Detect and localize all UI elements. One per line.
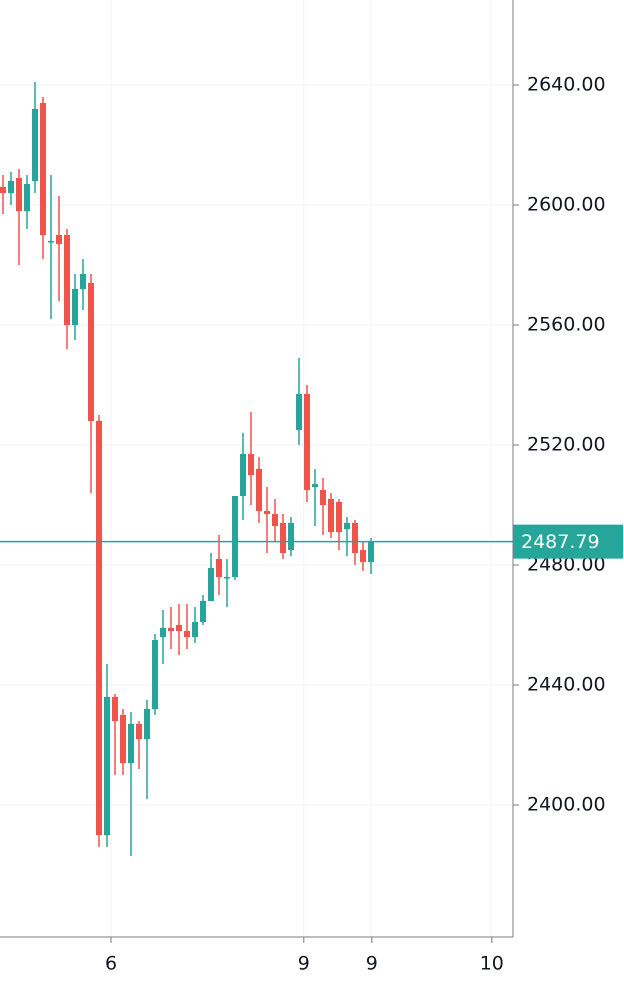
candle-body [256, 468, 262, 511]
candle-body [320, 489, 326, 505]
y-tick-label: 2400.00 [527, 793, 606, 815]
candle-body [264, 510, 270, 514]
candle-body [192, 621, 198, 637]
x-tick-label: 9 [366, 953, 378, 975]
y-tick-label: 2560.00 [527, 313, 606, 335]
candle-body [64, 234, 70, 325]
candle-body [56, 234, 62, 244]
candle-body [248, 453, 254, 475]
candle-body [80, 273, 86, 289]
y-tick-label: 2600.00 [527, 193, 606, 215]
x-tick-label: 9 [298, 953, 310, 975]
candle-body [200, 600, 206, 622]
candle-body [184, 630, 190, 637]
candle-body [304, 393, 310, 490]
candle-body [336, 501, 342, 532]
y-tick-label: 2520.00 [527, 433, 606, 455]
candle-body [312, 483, 318, 487]
candle-body [40, 102, 46, 235]
candle-body [128, 723, 134, 763]
y-tick-label: 2640.00 [527, 73, 606, 95]
candle-body [240, 453, 246, 496]
candle-body [88, 282, 94, 421]
x-tick-label: 6 [105, 953, 117, 975]
candle-body [368, 541, 374, 562]
candle-body [288, 522, 294, 550]
candle-body [160, 627, 166, 637]
candle-body [16, 177, 22, 211]
candle-body [232, 495, 238, 577]
candle-body [152, 639, 158, 709]
candle-body [280, 522, 286, 553]
candle-body [48, 240, 54, 243]
candle-body [136, 723, 142, 739]
candle-body [96, 420, 102, 835]
y-tick-label: 2440.00 [527, 673, 606, 695]
candle-body [224, 576, 230, 579]
candles [0, 81, 374, 856]
candle-body [176, 624, 182, 631]
candle-body [24, 183, 30, 211]
candle-body [104, 696, 110, 835]
candle-body [360, 549, 366, 562]
candle-body [272, 513, 278, 526]
candle-body [112, 696, 118, 721]
grid [0, 0, 513, 937]
candle-body [296, 393, 302, 430]
candle-body [8, 180, 14, 193]
candle-body [32, 108, 38, 181]
candle-body [352, 522, 358, 553]
y-tick-label: 2480.00 [527, 553, 606, 575]
candle-body [72, 288, 78, 325]
last-price-box [513, 524, 623, 559]
candle-body [144, 708, 150, 739]
last-price-label: 2487.79 [521, 531, 600, 553]
candle-body [344, 522, 350, 529]
candle-body [216, 558, 222, 577]
candle-body [328, 498, 334, 532]
candle-body [120, 714, 126, 763]
candle-body [208, 567, 214, 601]
candle-body [0, 186, 6, 193]
x-tick-label: 10 [480, 953, 504, 975]
candle-body [168, 627, 174, 631]
